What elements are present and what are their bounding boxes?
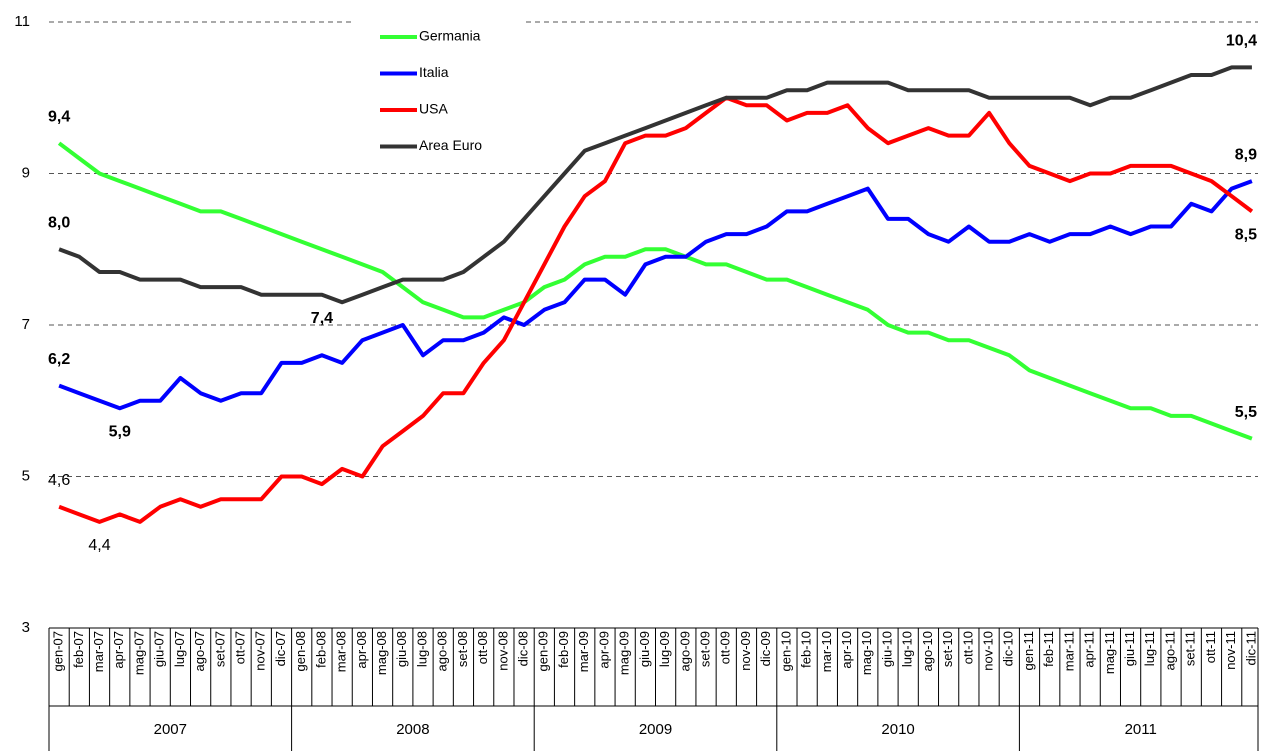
x-tick-label: feb-07: [71, 631, 86, 668]
legend-label: Italia: [419, 64, 449, 80]
x-tick-label: mag-11: [1102, 631, 1117, 674]
x-tick-label: gen-09: [536, 631, 551, 671]
year-label: 2008: [396, 721, 429, 738]
x-tick-label: feb-10: [799, 631, 814, 668]
x-tick-label: nov-08: [495, 631, 510, 671]
x-tick-label: gen-08: [293, 631, 308, 671]
x-tick-label: ago-09: [677, 631, 692, 671]
x-tick-label: feb-09: [556, 631, 571, 668]
x-tick-label: ott-07: [232, 631, 247, 664]
x-tick-label: dic-10: [1001, 631, 1016, 666]
series-line: [58, 65, 1252, 305]
x-tick-label: nov-07: [253, 631, 268, 671]
x-tick-label: set-11: [1183, 631, 1198, 666]
data-label: 9,4: [48, 108, 70, 125]
x-tick-label: giu-07: [152, 631, 167, 667]
x-tick-label: ott-11: [1203, 631, 1218, 663]
legend-label: Germania: [419, 28, 481, 44]
x-tick-label: ago-08: [435, 631, 450, 671]
x-tick-label: nov-10: [981, 631, 996, 671]
x-tick-label: feb-08: [313, 631, 328, 668]
legend-label: USA: [419, 101, 448, 117]
x-tick-label: mar-11: [1061, 631, 1076, 671]
x-tick-label: dic-08: [516, 631, 531, 666]
x-tick-label: gen-07: [51, 631, 66, 671]
data-label: 8,0: [48, 214, 70, 231]
x-tick-label: ago-07: [192, 631, 207, 671]
year-label: 2007: [154, 721, 187, 738]
x-tick-label: giu-11: [1122, 631, 1137, 666]
x-tick-label: lug-08: [414, 631, 429, 667]
legend-label: Area Euro: [419, 137, 482, 153]
x-tick-label: apr-07: [111, 631, 126, 669]
x-tick-label: set-10: [940, 631, 955, 667]
x-tick-label: apr-11: [1082, 631, 1097, 668]
x-tick-label: nov-09: [738, 631, 753, 671]
x-tick-label: mar-08: [334, 631, 349, 672]
x-tick-label: nov-11: [1223, 631, 1238, 670]
data-label: 7,4: [311, 310, 333, 327]
data-label: 4,4: [88, 537, 110, 554]
data-label: 8,9: [1235, 146, 1257, 163]
x-tick-label: set-07: [212, 631, 227, 667]
x-tick-label: apr-10: [839, 631, 854, 669]
y-tick-label: 7: [22, 316, 30, 333]
x-tick-label: mar-07: [91, 631, 106, 672]
x-tick-label: mag-07: [131, 631, 146, 675]
year-label: 2010: [881, 721, 914, 738]
x-tick-label: dic-07: [273, 631, 288, 666]
x-tick-label: lug-07: [172, 631, 187, 667]
series-line: [57, 141, 1253, 441]
x-tick-label: lug-09: [657, 631, 672, 667]
year-label: 2009: [639, 721, 672, 738]
x-tick-label: mar-09: [576, 631, 591, 672]
data-label: 5,5: [1235, 404, 1257, 421]
x-tick-label: set-09: [697, 631, 712, 667]
x-tick-label: ott-09: [718, 631, 733, 664]
year-label: 2011: [1125, 721, 1157, 738]
x-tick-label: ago-10: [920, 631, 935, 671]
x-tick-label: mag-09: [617, 631, 632, 675]
x-tick-label: set-08: [455, 631, 470, 667]
series-line: [58, 179, 1253, 411]
data-label: 10,4: [1226, 33, 1257, 50]
x-tick-label: dic-09: [758, 631, 773, 666]
x-tick-label: giu-08: [394, 631, 409, 667]
y-tick-label: 11: [14, 13, 30, 30]
y-tick-label: 9: [22, 164, 30, 181]
x-tick-label: mag-10: [859, 631, 874, 675]
x-tick-label: apr-09: [596, 631, 611, 669]
x-tick-label: giu-09: [637, 631, 652, 667]
x-tick-label: lug-11: [1142, 631, 1157, 666]
data-label: 8,5: [1235, 227, 1257, 244]
y-tick-label: 3: [22, 619, 30, 636]
data-label: 4,6: [48, 472, 70, 489]
data-label: 5,9: [109, 424, 131, 441]
series-line: [58, 95, 1254, 524]
x-tick-label: gen-10: [778, 631, 793, 671]
x-tick-label: dic-11: [1243, 631, 1258, 665]
x-tick-label: ott-10: [960, 631, 975, 664]
y-tick-label: 5: [22, 467, 30, 484]
data-label: 6,2: [48, 351, 70, 368]
x-tick-label: lug-10: [900, 631, 915, 667]
x-tick-label: mag-08: [374, 631, 389, 675]
x-tick-label: gen-11: [1021, 631, 1036, 671]
x-tick-label: mar-10: [819, 631, 834, 672]
x-tick-label: ott-08: [475, 631, 490, 664]
x-tick-label: apr-08: [354, 631, 369, 669]
x-tick-label: ago-11: [1162, 631, 1177, 671]
x-tick-label: feb-11: [1041, 631, 1056, 667]
x-tick-label: giu-10: [879, 631, 894, 667]
